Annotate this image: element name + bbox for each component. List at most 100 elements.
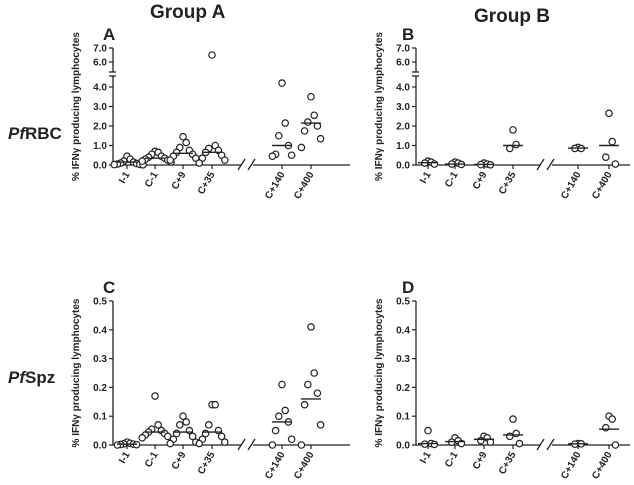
panel-a-xtick-label: I-1 [117, 170, 133, 186]
panel-b-point [608, 137, 617, 146]
panel-c-point [182, 418, 191, 426]
panel-d-ytick-label: 0.3 [396, 354, 410, 365]
panel-c-point [278, 380, 286, 389]
panel-d-xbreak-mark-1 [536, 438, 545, 451]
panel-a-point [300, 127, 309, 135]
panel-c-ylabel: % IFNγ producing lymphocytes [71, 298, 82, 447]
panel-a-ytick-label: 6.0 [93, 58, 107, 69]
panel-c-ytick-label: 0.4 [93, 325, 107, 336]
panel-b-xbreak-mark-2 [546, 158, 555, 171]
panel-d-ytick-label: 0.5 [396, 297, 410, 308]
panel-c-point [211, 400, 220, 409]
panel-a-point [195, 159, 204, 167]
panel-c-point [205, 421, 213, 429]
panel-a-point [316, 134, 325, 143]
panel-d-ytick-label: 0.4 [396, 325, 410, 336]
panel-c-xbreak-mark-1 [237, 438, 246, 451]
panel-d-ytick-label: 0.0 [396, 441, 410, 452]
panel-a-point [287, 151, 296, 160]
panel-c-point [313, 389, 322, 397]
panel-d-letter: D [402, 278, 414, 297]
panel-c-point [310, 369, 319, 377]
panel-c-point [297, 441, 306, 449]
panel-a-ytick-label: 3.0 [93, 102, 107, 113]
panel-d-xtick-label: C+400 [590, 450, 615, 482]
panel-c-point [268, 441, 277, 449]
panel-a-xtick-label: C+9 [170, 170, 189, 192]
panel-d-point [505, 432, 514, 441]
panel-d-point [476, 436, 485, 445]
panel-c-point [271, 426, 280, 435]
row-label-pfspz-prefix: Pf [8, 368, 25, 387]
panel-a-point [310, 111, 319, 120]
panel-b-point [611, 160, 620, 168]
panel-c-letter: C [103, 278, 115, 297]
panel-c-point [303, 380, 312, 389]
panel-a-ylabel: % IFNγ producing lymphocytes [71, 32, 82, 181]
panel-d-point [515, 439, 524, 448]
panel-b-ytick-label: 4.0 [396, 83, 410, 94]
panel-a-point [307, 92, 315, 101]
panel-b-xtick-label: C+35 [497, 170, 519, 197]
panel-c-point [113, 441, 122, 449]
panel-a-xtick-label: C+400 [292, 170, 317, 202]
panel-a-point [179, 132, 187, 141]
panel-c-point [221, 438, 229, 446]
panel-b-point [605, 109, 613, 118]
panel-c-point [307, 323, 315, 331]
panel-d-xbreak-mark-2 [546, 438, 555, 451]
row-label-pfrbc-prefix: Pf [8, 124, 25, 143]
panel-d-point [608, 415, 617, 423]
panel-c-ytick-label: 0.5 [93, 297, 107, 308]
panel-c-point [151, 392, 159, 400]
panel-b-ytick-label: 3.0 [396, 102, 410, 113]
panel-b-ytick-label: 7.0 [396, 44, 410, 55]
panel-a-point [281, 119, 290, 127]
panel-d-xtick-label: I-1 [418, 450, 434, 466]
panel-d-xtick-label: C+9 [471, 450, 490, 472]
panel-c-point [217, 432, 226, 441]
panel-c-point [154, 421, 163, 429]
panel-d-ytick-label: 0.1 [396, 412, 410, 423]
group-b-title: Group B [474, 6, 550, 27]
panel-a-letter: A [103, 25, 115, 44]
panel-a-point [278, 79, 286, 87]
panel-a-xbreak-mark-1 [237, 158, 246, 171]
panel-d-xtick-label: C+140 [559, 450, 584, 482]
panel-c-point [188, 432, 197, 441]
panel-a-point [274, 131, 283, 140]
panel-b-point [509, 126, 517, 134]
panel-b-ytick-label: 2.0 [396, 122, 410, 133]
panel-c-point [274, 412, 283, 421]
row-label-pfrbc: PfRBC [8, 124, 62, 144]
panel-b-point [512, 140, 521, 149]
panel-d-xtick-label: C-1 [443, 450, 461, 470]
panel-b-point [601, 153, 610, 162]
panel-b-xbreak-mark-1 [536, 158, 545, 171]
panel-a-point [208, 51, 216, 59]
panel-a-xtick-label: C-1 [143, 170, 161, 190]
panel-d-point [424, 426, 432, 435]
panel-c-ytick-label: 0.2 [93, 383, 107, 394]
panel-d-point [611, 441, 620, 449]
panel-c-point [316, 421, 325, 429]
panel-c-xtick-label: C+9 [170, 450, 189, 472]
panel-a-point [110, 160, 119, 169]
panel-a-point [138, 157, 147, 165]
panel-c-point [281, 406, 290, 415]
panel-b-ytick-label: 0.0 [396, 161, 410, 172]
panel-a-xtick-label: C+35 [196, 170, 218, 197]
panel-b-xtick-label: C+140 [559, 170, 584, 202]
panel-b-letter: B [402, 25, 414, 44]
panel-b-ytick-label: 6.0 [396, 58, 410, 69]
panel-a-point [182, 138, 191, 147]
panel-b-ylabel: % IFNγ producing lymphocytes [374, 32, 385, 181]
panel-b-point [430, 160, 439, 168]
panel-d-ytick-label: 0.2 [396, 383, 410, 394]
row-label-pfspz: PfSpz [8, 368, 55, 388]
panel-b-xtick-label: C+400 [590, 170, 615, 202]
panel-c-point [166, 439, 175, 448]
panel-c-point [300, 400, 309, 409]
panel-d-point [509, 415, 517, 423]
panel-c-ytick-label: 0.1 [93, 412, 107, 423]
